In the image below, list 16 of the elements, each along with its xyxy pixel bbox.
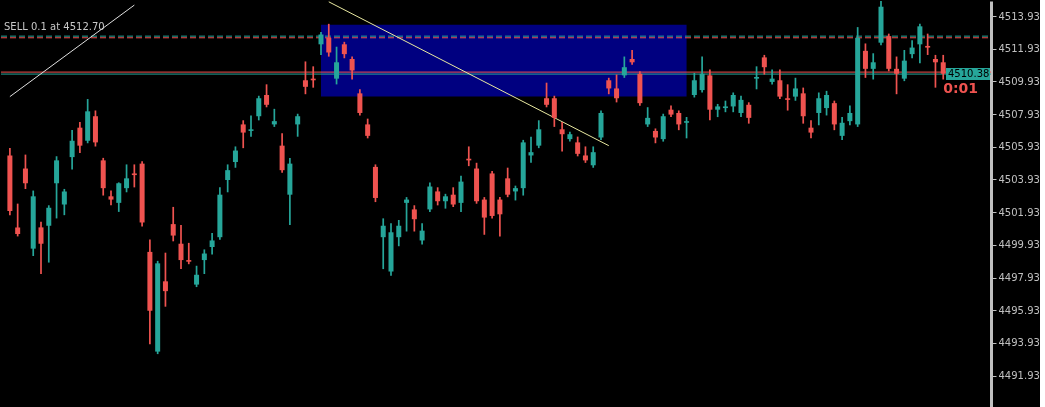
y-tick-label: 4507.93 bbox=[998, 108, 1040, 120]
y-tick-label: 4509.93 bbox=[998, 75, 1040, 87]
annotation: 0:01 bbox=[943, 80, 979, 96]
y-tick-label: 4511.93 bbox=[998, 43, 1040, 55]
ref-line-label: SELL 0.1 at 4512.70 bbox=[4, 21, 105, 33]
ref-line-label: 4510.38 bbox=[948, 68, 990, 80]
y-tick-label: 4493.93 bbox=[998, 337, 1040, 349]
y-tick-label: 4495.93 bbox=[998, 304, 1040, 316]
y-tick-label: 4501.93 bbox=[998, 206, 1040, 218]
y-tick-label: 4503.93 bbox=[998, 173, 1040, 185]
y-tick-label: 4513.93 bbox=[998, 10, 1040, 22]
candlestick bbox=[684, 117, 690, 139]
y-tick-label: 4491.93 bbox=[998, 370, 1040, 382]
y-tick-label: 4499.93 bbox=[998, 239, 1040, 251]
y-tick-label: 4497.93 bbox=[998, 272, 1040, 284]
y-tick-label: 4505.93 bbox=[998, 141, 1040, 153]
